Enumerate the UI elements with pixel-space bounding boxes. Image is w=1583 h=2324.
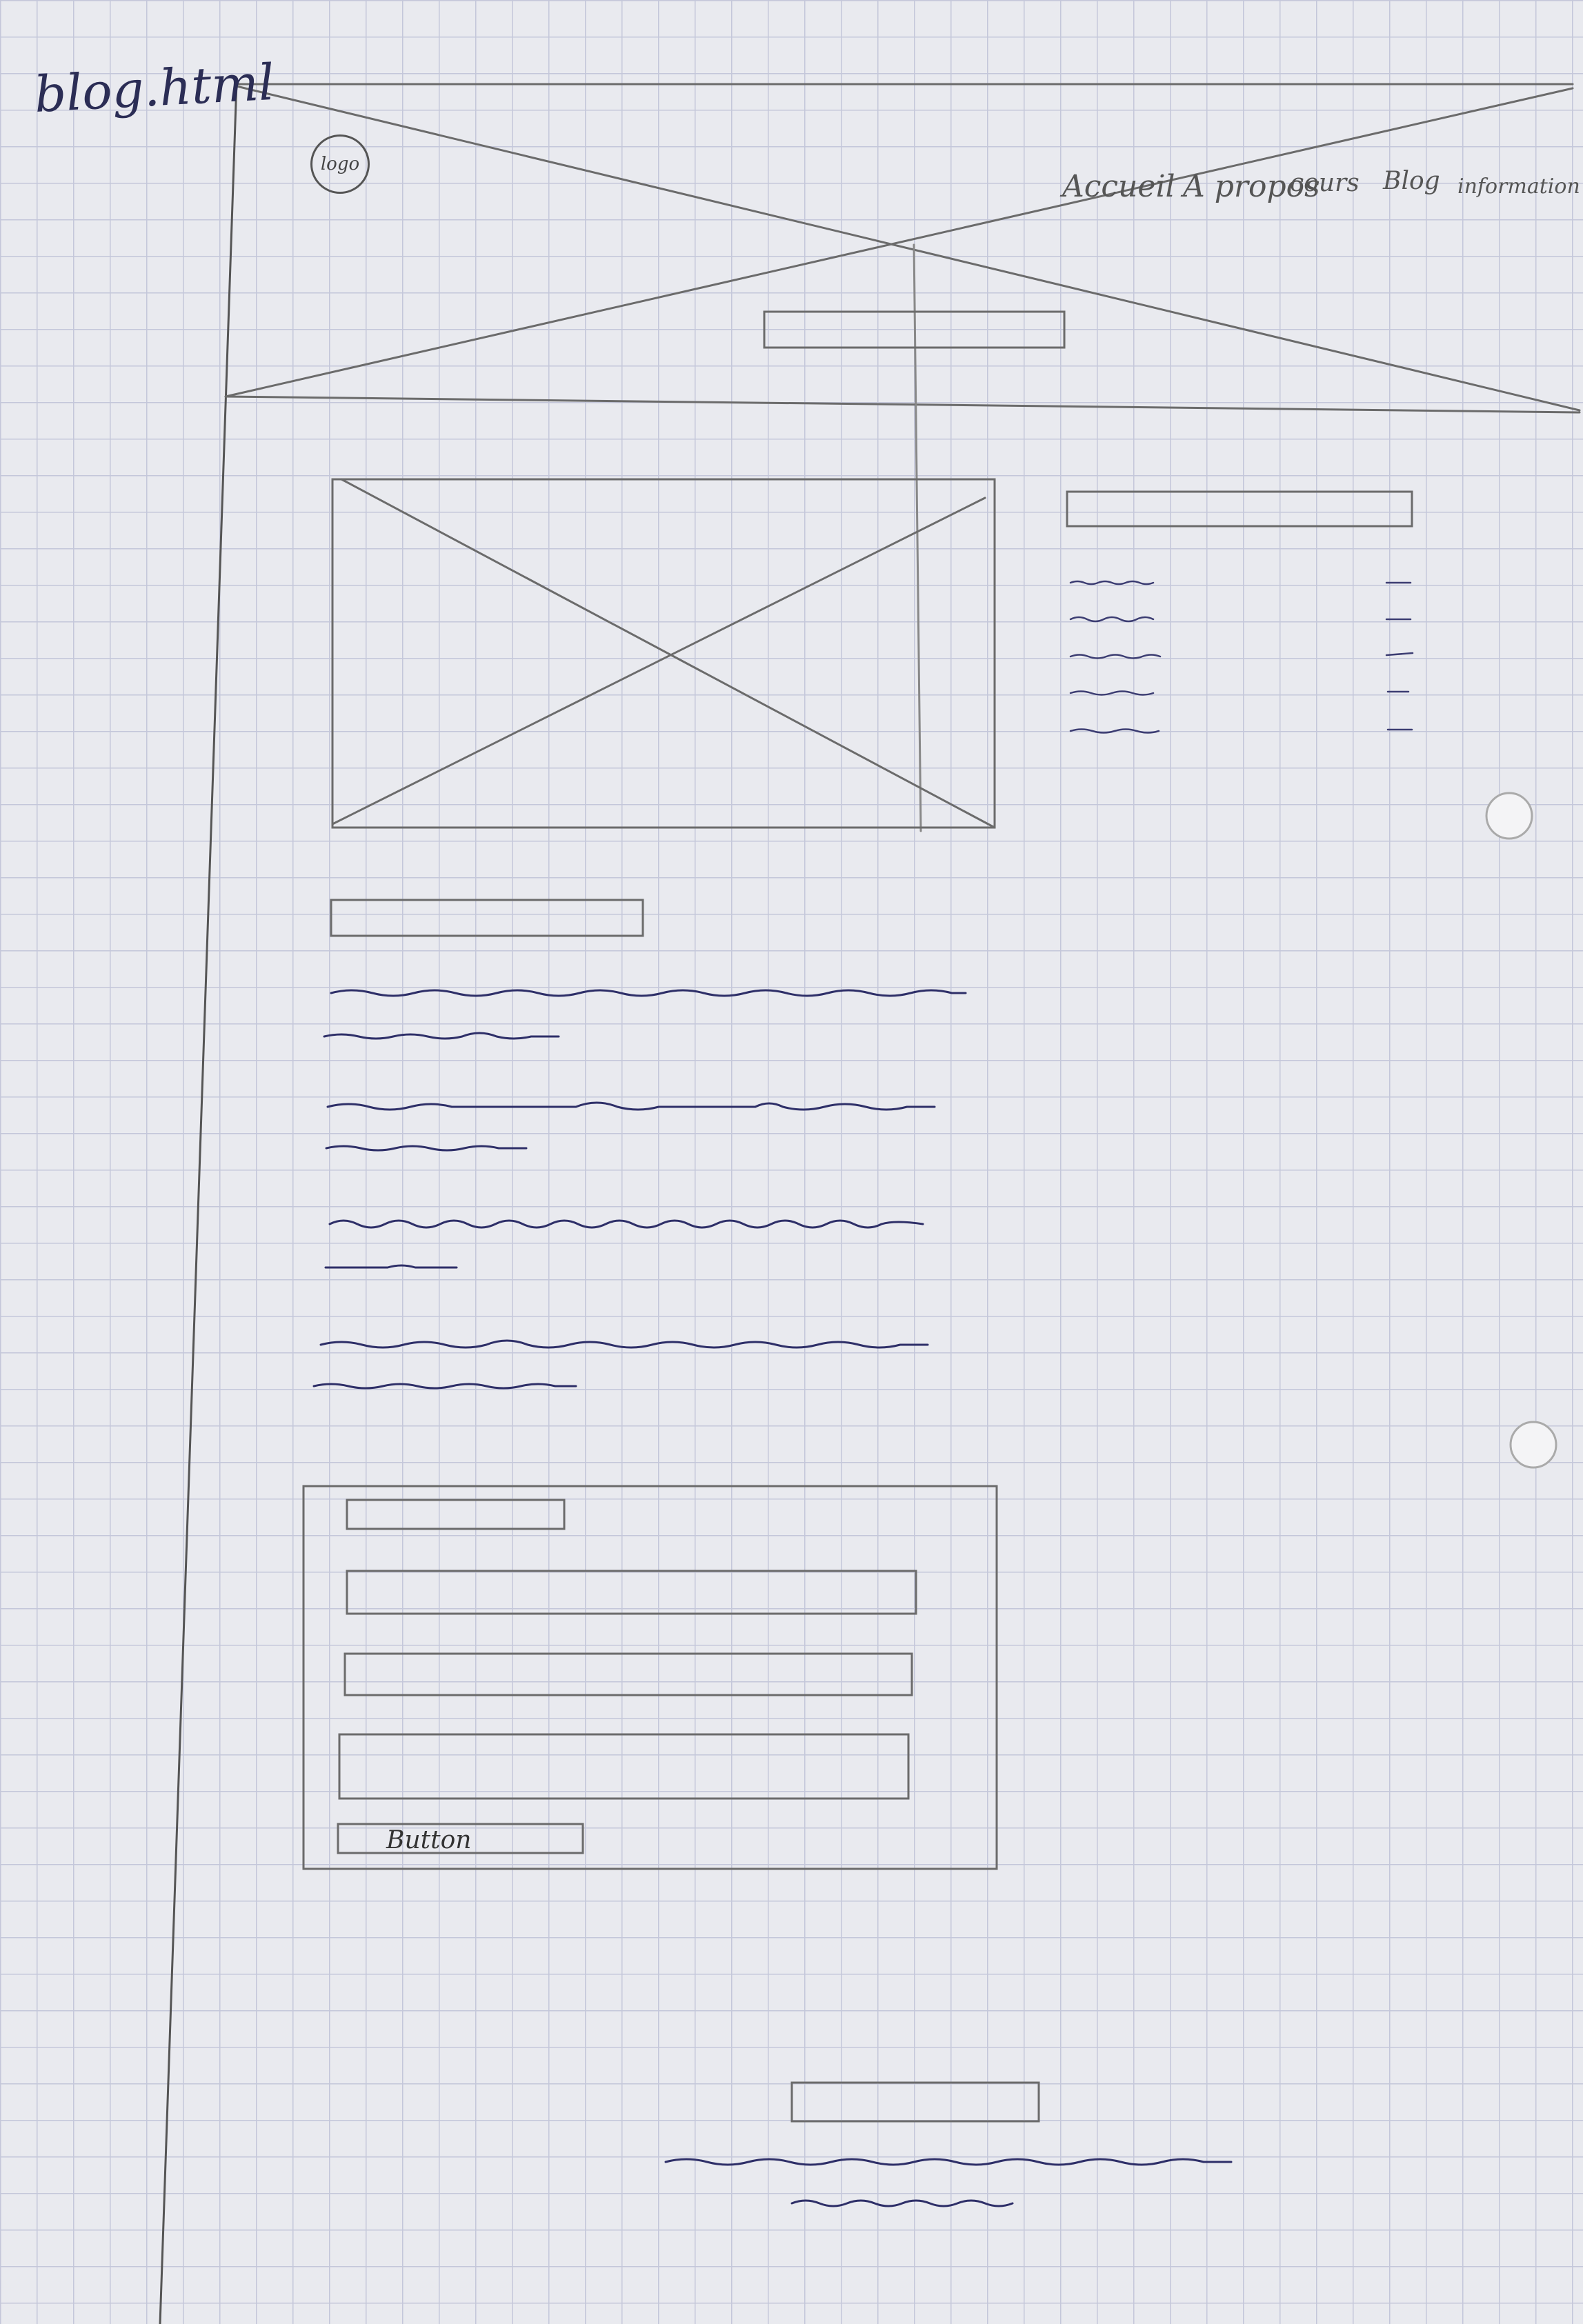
nav-item-blog[interactable]: Blog <box>1383 167 1440 195</box>
form-input-2 <box>344 1652 913 1696</box>
form-button <box>337 1823 584 1854</box>
binder-hole <box>1485 792 1533 840</box>
form-label-box <box>346 1499 566 1530</box>
footer-title-box <box>790 2081 1040 2123</box>
logo[interactable]: logo <box>310 134 370 194</box>
sidebar-title-box <box>1066 490 1413 528</box>
form-input-1 <box>346 1570 917 1615</box>
hero-title-box <box>763 310 1066 349</box>
page-margin-line <box>159 81 238 2324</box>
nav-item-accueil[interactable]: Accueil <box>1062 169 1175 204</box>
form-textarea <box>338 1733 910 1800</box>
comment-form <box>302 1485 998 1870</box>
nav-item-cours[interactable]: cours <box>1290 169 1360 197</box>
nav-item-information[interactable]: information <box>1457 174 1580 199</box>
article-heading-box <box>330 899 644 937</box>
footer-text <box>664 2158 1233 2207</box>
hero-image-placeholder <box>224 83 1581 414</box>
article-text <box>312 989 967 1390</box>
sidebar-list <box>1069 580 1414 734</box>
article-image-placeholder <box>331 478 996 829</box>
hero-center-line <box>913 243 922 832</box>
logo-label: logo <box>320 154 360 174</box>
binder-hole <box>1509 1421 1557 1469</box>
nav-item-a-propos[interactable]: A propos <box>1183 169 1320 204</box>
form-button-label[interactable]: Button <box>386 1826 472 1854</box>
